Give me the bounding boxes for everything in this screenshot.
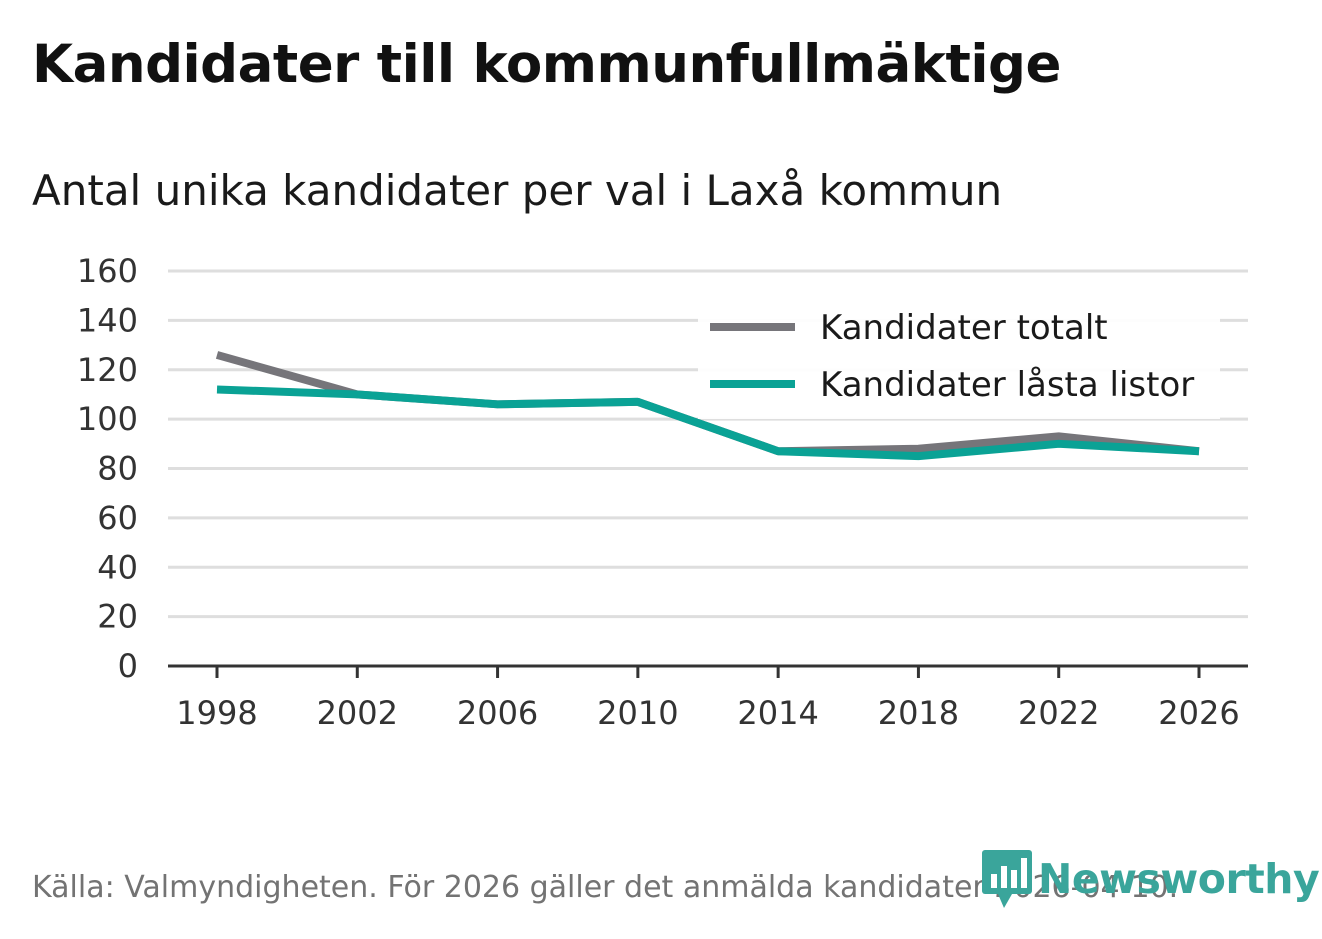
x-tick-label: 2026 xyxy=(1158,694,1239,732)
y-axis-labels: 0 20 40 60 80 100 120 140 160 xyxy=(77,252,138,685)
x-tick-label: 2006 xyxy=(457,694,538,732)
y-tick-label: 40 xyxy=(97,548,138,586)
y-tick-label: 0 xyxy=(118,647,138,685)
brand-name: Newsworthy xyxy=(1038,855,1320,903)
y-tick-label: 60 xyxy=(97,499,138,537)
x-tick-label: 2022 xyxy=(1018,694,1099,732)
chart-title: Kandidater till kommunfullmäktige xyxy=(32,34,1061,95)
legend-backdrop xyxy=(698,297,1220,419)
x-axis: 1998 2002 2006 2010 2014 2018 2022 2026 xyxy=(168,664,1248,732)
y-tick-label: 80 xyxy=(97,450,138,488)
y-tick-label: 20 xyxy=(97,598,138,636)
y-tick-label: 160 xyxy=(77,252,138,290)
legend: Kandidater totalt Kandidater låsta listor xyxy=(698,297,1220,419)
x-tick-label: 2014 xyxy=(737,694,818,732)
newsworthy-logo-icon xyxy=(982,850,1032,908)
x-tick-label: 1998 xyxy=(176,694,257,732)
series-lines xyxy=(215,351,1200,461)
y-tick-label: 140 xyxy=(77,301,138,339)
x-tick-label: 2018 xyxy=(878,694,959,732)
legend-label: Kandidater låsta listor xyxy=(820,365,1194,405)
brand-logo[interactable]: Newsworthy xyxy=(982,850,1320,908)
chart-subtitle: Antal unika kandidater per val i Laxå ko… xyxy=(32,166,1003,215)
y-tick-label: 120 xyxy=(77,351,138,389)
x-tick-label: 2002 xyxy=(317,694,398,732)
legend-label: Kandidater totalt xyxy=(820,308,1108,348)
series-line-locked xyxy=(216,385,1200,461)
x-tick-label: 2010 xyxy=(597,694,678,732)
y-tick-label: 100 xyxy=(77,400,138,438)
